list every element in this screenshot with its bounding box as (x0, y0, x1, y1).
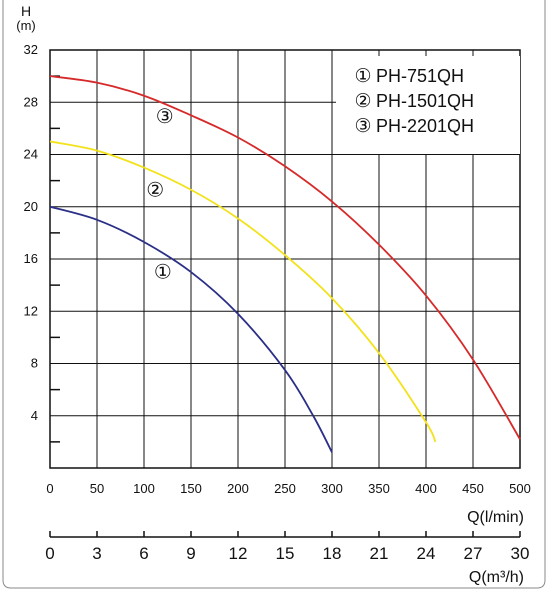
y-tick-label: 32 (24, 42, 38, 57)
secondary-tick-label: 27 (464, 544, 483, 563)
y-tick-label: 28 (24, 94, 38, 109)
x-tick-label: 250 (274, 481, 296, 496)
x-tick-label: 450 (462, 481, 484, 496)
series-marker-1: ① (154, 262, 172, 284)
legend-box (336, 56, 520, 154)
secondary-tick-label: 6 (139, 544, 148, 563)
x-tick-label: 350 (368, 481, 390, 496)
y-axis-title: H (21, 3, 31, 19)
secondary-tick-label: 21 (370, 544, 389, 563)
legend-marker: ① (354, 66, 371, 87)
x-tick-label: 400 (415, 481, 437, 496)
y-tick-label: 24 (24, 147, 38, 162)
series-marker-3: ③ (156, 106, 174, 128)
series-line-2 (49, 140, 437, 443)
legend-entry: PH-1501QH (376, 91, 474, 111)
y-tick-label: 16 (24, 251, 38, 266)
plot-border (49, 49, 521, 469)
x-tick-label: 200 (227, 481, 249, 496)
x-tick-label: 150 (180, 481, 202, 496)
y-tick-label: 8 (31, 356, 38, 371)
secondary-tick-label: 12 (229, 544, 248, 563)
legend-entry: PH-751QH (376, 66, 464, 86)
secondary-tick-label: 30 (511, 544, 530, 563)
secondary-tick-label: 9 (186, 544, 195, 563)
secondary-tick-label: 15 (276, 544, 295, 563)
x-tick-label: 0 (46, 481, 53, 496)
secondary-axis-title: Q(m³/h) (469, 569, 524, 586)
y-tick-label: 20 (24, 199, 38, 214)
series-line-3 (49, 75, 521, 440)
x-axis-title: Q(l/min) (467, 509, 524, 526)
secondary-tick-label: 3 (92, 544, 101, 563)
y-tick-label: 4 (31, 408, 38, 423)
secondary-tick-label: 0 (45, 544, 54, 563)
x-tick-label: 100 (133, 481, 155, 496)
x-tick-label: 50 (90, 481, 104, 496)
axis-labels: H(m) Q(l/min) Q(m³/h) (16, 3, 524, 586)
legend-marker: ② (354, 91, 371, 112)
grid (50, 50, 520, 468)
x-tick-label: 300 (321, 481, 343, 496)
secondary-tick-label: 24 (417, 544, 436, 563)
legend-marker: ③ (354, 116, 371, 137)
series-line-1 (49, 205, 333, 453)
y-tick-label: 12 (24, 303, 38, 318)
secondary-tick-label: 18 (323, 544, 342, 563)
y-axis-unit: (m) (16, 18, 36, 33)
series-marker-2: ② (146, 179, 164, 201)
x-tick-label: 500 (509, 481, 531, 496)
legend-entry: PH-2201QH (376, 116, 474, 136)
series: ① ② ③ (49, 75, 521, 453)
